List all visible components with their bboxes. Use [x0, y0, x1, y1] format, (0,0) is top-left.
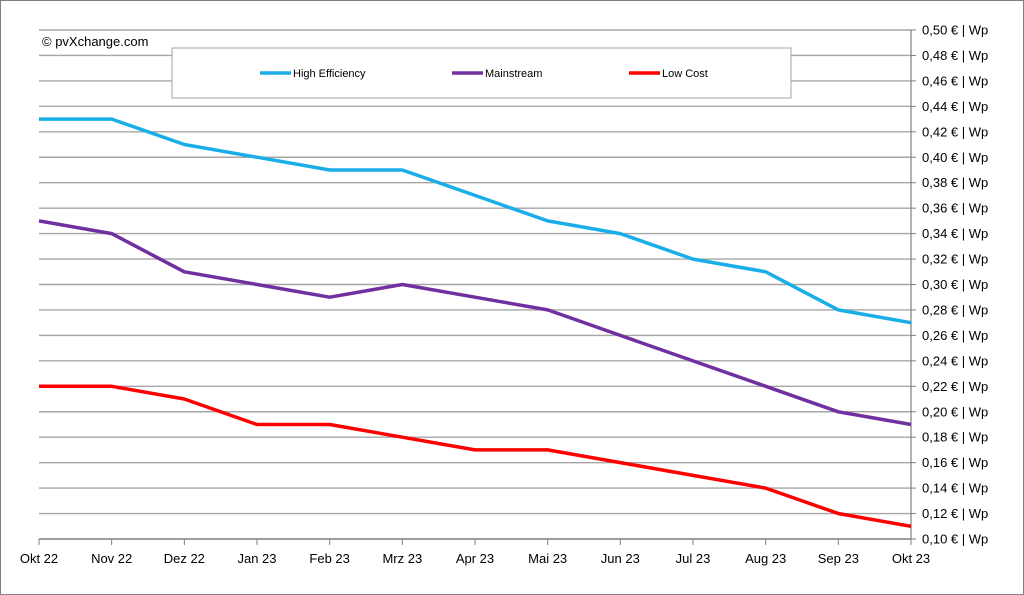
x-tick-label: Jun 23	[601, 551, 640, 566]
y-tick-label: 0,32 € | Wp	[922, 252, 988, 267]
legend: High Efficiency Mainstream Low Cost	[171, 47, 792, 99]
x-tick-label: Okt 22	[20, 551, 58, 566]
x-tick-label: Dez 22	[164, 551, 205, 566]
y-tick-label: 0,36 € | Wp	[922, 201, 988, 216]
y-tick-label: 0,48 € | Wp	[922, 48, 988, 63]
x-tick-label: Okt 23	[892, 551, 930, 566]
x-tick-label: Jan 23	[237, 551, 276, 566]
x-tick-label: Jul 23	[676, 551, 711, 566]
y-tick-label: 0,18 € | Wp	[922, 430, 988, 445]
y-tick-label: 0,30 € | Wp	[922, 277, 988, 292]
x-tick-label: Aug 23	[745, 551, 786, 566]
y-tick-label: 0,50 € | Wp	[922, 23, 988, 38]
series-line-high-efficiency	[39, 117, 912, 325]
legend-label: Mainstream	[485, 68, 542, 80]
series-line-mainstream	[38, 219, 912, 427]
y-tick-label: 0,22 € | Wp	[922, 379, 988, 394]
x-tick-label: Nov 22	[91, 551, 132, 566]
y-tick-label: 0,38 € | Wp	[922, 175, 988, 190]
gridlines	[39, 29, 916, 540]
x-tick-label: Mai 23	[528, 551, 567, 566]
copyright-text: © pvXchange.com	[42, 34, 148, 49]
y-tick-label: 0,12 € | Wp	[922, 506, 988, 521]
y-tick-label: 0,10 € | Wp	[922, 532, 988, 547]
y-tick-label: 0,40 € | Wp	[922, 150, 988, 165]
x-tick-label: Mrz 23	[382, 551, 422, 566]
x-tick-label: Apr 23	[456, 551, 494, 566]
y-tick-label: 0,46 € | Wp	[922, 73, 988, 88]
y-tick-label: 0,14 € | Wp	[922, 481, 988, 496]
y-tick-label: 0,28 € | Wp	[922, 302, 988, 317]
legend-label: Low Cost	[662, 68, 708, 80]
y-tick-label: 0,26 € | Wp	[922, 328, 988, 343]
legend-label: High Efficiency	[293, 68, 366, 80]
y-tick-label: 0,16 € | Wp	[922, 455, 988, 470]
x-tick-label: Feb 23	[309, 551, 349, 566]
y-tick-label: 0,34 € | Wp	[922, 226, 988, 241]
y-tick-label: 0,42 € | Wp	[922, 124, 988, 139]
series-lines	[38, 117, 912, 529]
series-line-low-cost	[39, 384, 912, 529]
y-tick-label: 0,24 € | Wp	[922, 353, 988, 368]
x-tick-label: Sep 23	[818, 551, 859, 566]
y-tick-label: 0,20 € | Wp	[922, 404, 988, 419]
x-axis-tick-labels: Okt 22 Nov 22 Dez 22 Jan 23 Feb 23 Mrz 23 Apr …	[20, 539, 930, 566]
y-tick-label: 0,44 € | Wp	[922, 99, 988, 114]
y-axis-tick-labels: 0,10 € | Wp 0,12 € | Wp 0,14 € | Wp 0,16 € …	[922, 23, 988, 547]
